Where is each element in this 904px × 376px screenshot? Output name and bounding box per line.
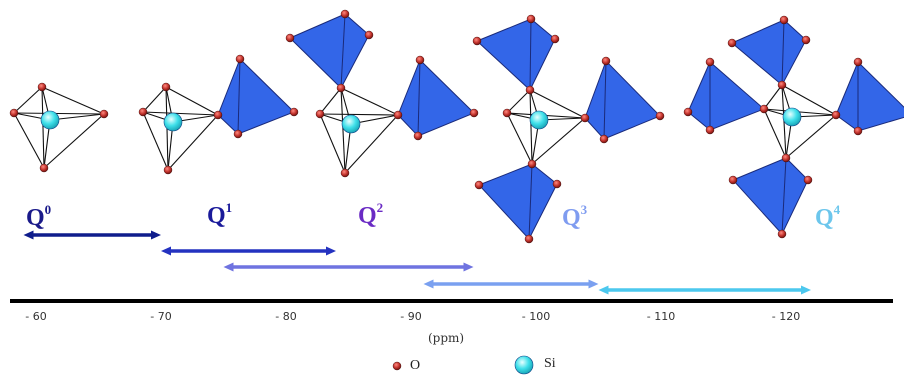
range-arrow-q1 <box>161 246 336 256</box>
label-q3-sup: 3 <box>580 202 588 217</box>
oxygen-atoms <box>9 82 109 173</box>
neighbor-tetrahedron-bottom <box>478 163 558 240</box>
label-q3: Q3 <box>562 202 588 231</box>
neighbor-tetrahedron-top <box>289 13 370 89</box>
neighbor-tetrahedron-left <box>687 61 765 131</box>
oxygen-atoms <box>285 9 479 178</box>
tick-label: - 100 <box>521 310 551 323</box>
range-arrow-q2 <box>223 262 474 272</box>
oxygen-atoms <box>138 54 299 175</box>
label-q2-sup: 2 <box>376 200 384 215</box>
silicon-legend-label: Si <box>544 356 556 371</box>
oxygen-atoms <box>683 15 863 239</box>
tick-label: - 80 <box>275 310 297 323</box>
label-q0-base: Q <box>26 205 45 231</box>
label-q4: Q4 <box>815 202 841 231</box>
silicon-atom <box>40 110 60 130</box>
neighbor-tetrahedron-right <box>397 59 475 137</box>
range-arrow-q0 <box>23 230 161 240</box>
tick-label: - 90 <box>400 310 422 323</box>
tick-label: - 60 <box>25 310 47 323</box>
q2-structure <box>285 9 479 178</box>
label-q0: Q0 <box>26 202 52 231</box>
silicon-atom <box>529 110 549 130</box>
q1-structure <box>138 54 299 175</box>
central-tetrahedron-outline <box>506 89 586 165</box>
oxygen-atoms <box>472 14 665 244</box>
silicon-legend-icon <box>514 355 534 375</box>
neighbor-tetrahedron-right <box>835 61 904 132</box>
neighbor-tetrahedron-bottom <box>732 157 809 235</box>
oxygen-legend-icon <box>392 361 402 371</box>
silicon-atom <box>782 107 802 127</box>
label-q4-sup: 4 <box>833 202 841 217</box>
label-q1-base: Q <box>207 203 226 229</box>
label-q4-base: Q <box>815 205 834 231</box>
label-q1: Q1 <box>207 200 233 229</box>
neighbor-tetrahedron <box>217 58 295 135</box>
neighbor-tetrahedron-top <box>731 19 807 86</box>
range-arrow-q3 <box>423 279 599 289</box>
range-arrow-q4 <box>598 285 811 295</box>
oxygen-legend-label: O <box>410 358 421 373</box>
axis-unit-label: (ppm) <box>428 331 465 345</box>
tick-label: - 110 <box>646 310 676 323</box>
chemical-shift-ranges <box>23 230 811 295</box>
label-q0-sup: 0 <box>44 202 52 217</box>
central-tetrahedron-outline <box>13 86 105 169</box>
silicon-atom <box>163 112 183 132</box>
label-q1-sup: 1 <box>225 200 233 215</box>
neighbor-tetrahedron-right <box>584 60 661 140</box>
q4-structure <box>683 15 904 239</box>
tick-label: - 70 <box>150 310 172 323</box>
label-q3-base: Q <box>562 205 581 231</box>
label-q2-base: Q <box>358 203 377 229</box>
central-tetrahedron-outline <box>319 87 399 174</box>
tick-label: - 120 <box>771 310 801 323</box>
label-q2: Q2 <box>358 200 384 229</box>
neighbor-tetrahedron-top <box>476 18 556 91</box>
silicon-atom <box>341 114 361 134</box>
q0-structure <box>9 82 109 173</box>
central-tetrahedron-outline <box>142 86 219 171</box>
q3-structure <box>472 14 665 244</box>
